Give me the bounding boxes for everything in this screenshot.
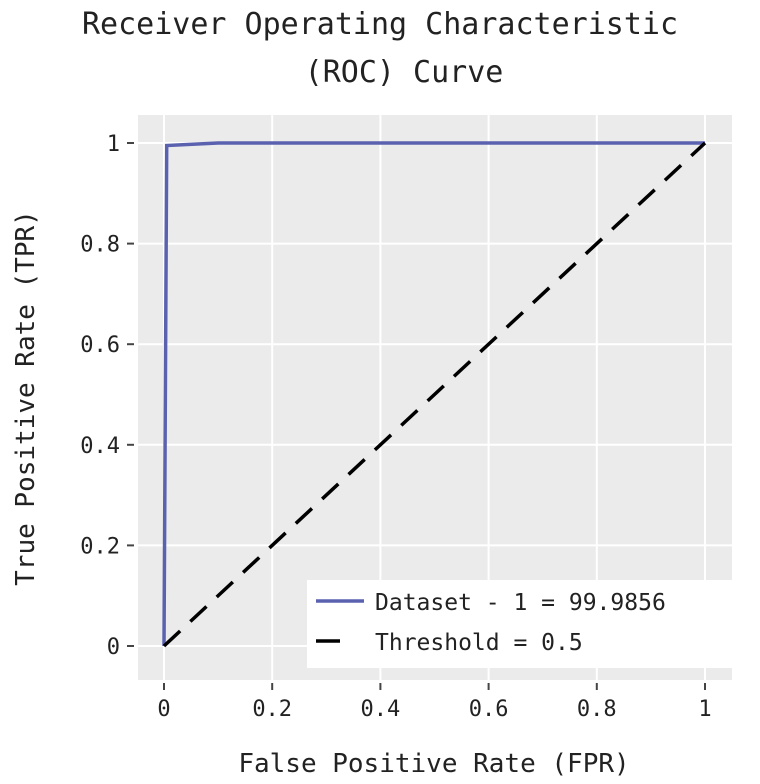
x-tick-label: 0.6: [469, 697, 509, 722]
x-tick-label: 1: [698, 697, 711, 722]
ticks: 0 0.2 0.4 0.6 0.8 1 0 0.2 0.4 0.6 0.8 1: [80, 132, 711, 722]
chart-title-line2: (ROC) Curve: [305, 55, 504, 90]
chart-title: Receiver Operating Characteristic: [82, 7, 678, 42]
legend-label-threshold: Threshold = 0.5: [375, 630, 583, 656]
y-tick-label: 0.8: [80, 233, 120, 258]
x-tick-label: 0.4: [361, 697, 401, 722]
y-tick-label: 0: [107, 635, 120, 660]
x-tick-label: 0.8: [577, 697, 617, 722]
y-axis-label: True Positive Rate (TPR): [11, 210, 41, 586]
x-tick-label: 0: [157, 697, 170, 722]
legend: Dataset - 1 = 99.9856 Threshold = 0.5: [307, 580, 732, 668]
y-tick-label: 1: [107, 132, 120, 157]
threshold-line: [162, 141, 707, 648]
x-tick-label: 0.2: [252, 697, 292, 722]
y-tick-label: 0.4: [80, 434, 120, 459]
legend-label-dataset: Dataset - 1 = 99.9856: [375, 590, 666, 616]
x-axis-label: False Positive Rate (FPR): [238, 749, 629, 779]
grid: [138, 115, 732, 680]
series-lines: [162, 141, 707, 648]
roc-curve-line: [162, 141, 705, 647]
y-tick-label: 0.6: [80, 333, 120, 358]
y-tick-label: 0.2: [80, 534, 120, 559]
